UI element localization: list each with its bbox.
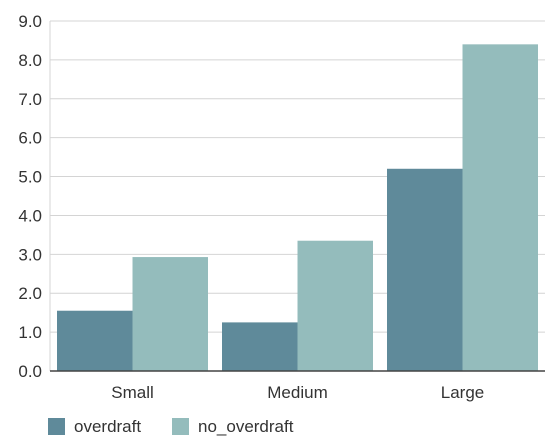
y-tick-label: 3.0 xyxy=(18,245,42,264)
legend-swatch-no_overdraft xyxy=(172,418,189,435)
x-tick-label: Small xyxy=(111,383,154,402)
y-axis: 0.0 1.0 2.0 3.0 4.0 5.0 6.0 7.0 8.0 9.0 xyxy=(18,12,51,381)
legend-swatch-overdraft xyxy=(48,418,65,435)
legend-label-no_overdraft: no_overdraft xyxy=(198,417,294,436)
y-tick-label: 2.0 xyxy=(18,284,42,303)
legend: overdraft no_overdraft xyxy=(48,417,294,436)
bar-overdraft-large xyxy=(387,168,463,371)
y-tick-label: 8.0 xyxy=(18,51,42,70)
y-tick-label: 1.0 xyxy=(18,323,42,342)
bar-no_overdraft-large xyxy=(462,44,538,371)
legend-label-overdraft: overdraft xyxy=(74,417,141,436)
bar-no_overdraft-medium xyxy=(297,240,373,371)
y-tick-label: 6.0 xyxy=(18,129,42,148)
bar-overdraft-medium xyxy=(222,322,298,371)
bars xyxy=(57,44,538,371)
y-tick-label: 9.0 xyxy=(18,12,42,31)
x-tick-label: Medium xyxy=(267,383,327,402)
y-tick-label: 0.0 xyxy=(18,362,42,381)
y-tick-label: 5.0 xyxy=(18,168,42,187)
y-tick-label: 7.0 xyxy=(18,90,42,109)
y-tick-label: 4.0 xyxy=(18,206,42,225)
bar-no_overdraft-small xyxy=(132,257,208,371)
x-axis: Small Medium Large xyxy=(111,383,484,402)
bar-overdraft-small xyxy=(57,310,133,371)
x-tick-label: Large xyxy=(441,383,484,402)
